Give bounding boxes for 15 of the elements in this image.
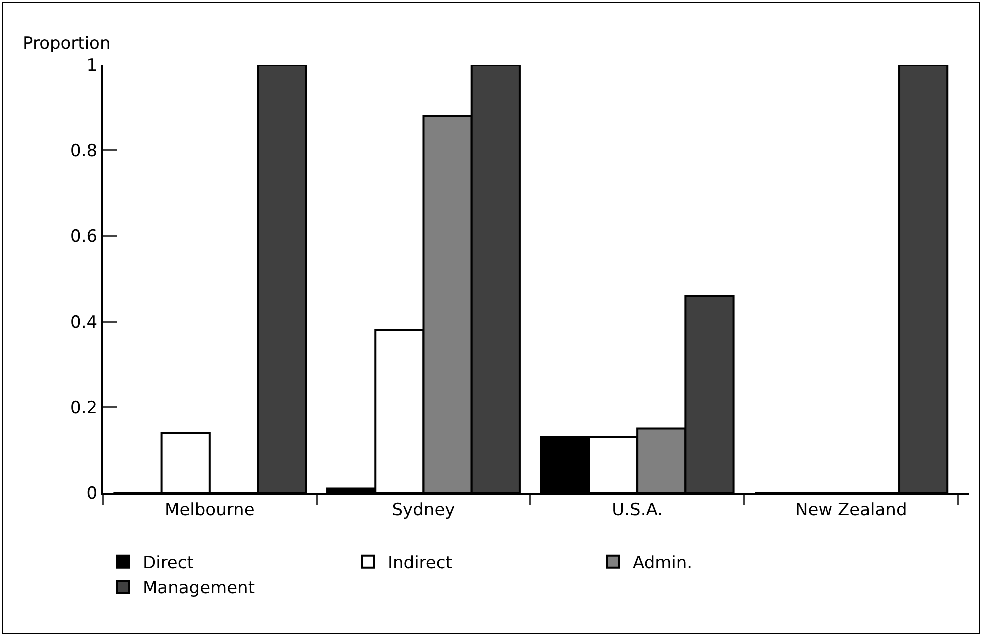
x-tick-label: New Zealand [796, 500, 908, 520]
x-tick-label: Sydney [392, 500, 456, 520]
y-tick-label: 0 [86, 484, 98, 504]
x-tick-label: U.S.A. [612, 500, 663, 520]
y-tick-label: 0.2 [70, 398, 98, 418]
y-tick-label: 0.8 [70, 142, 98, 162]
legend-label: Direct [143, 554, 194, 574]
y-tick-label: 0.6 [70, 227, 98, 248]
y-axis-title: Proportion [23, 34, 111, 54]
x-tick-label: Melbourne [165, 500, 255, 520]
legend-label: Management [143, 578, 256, 599]
legend-label: Admin. [633, 554, 693, 574]
y-tick-label: 0.4 [70, 312, 98, 333]
y-tick-label: 1 [86, 56, 98, 76]
legend-label: Indirect [388, 554, 453, 574]
